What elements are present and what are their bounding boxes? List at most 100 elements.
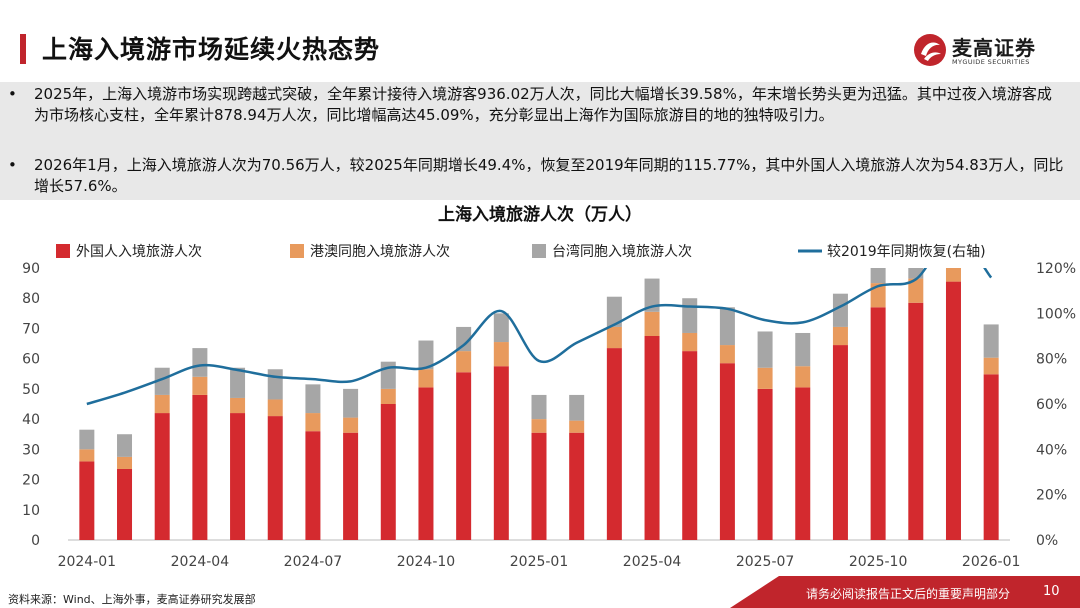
data-source: 资料来源：Wind、上海外事，麦高证券研究发展部 — [8, 593, 256, 606]
bar-segment — [795, 387, 811, 540]
bar-segment — [418, 369, 434, 388]
legend-label: 较2019年同期恢复(右轴) — [827, 243, 986, 260]
summary-bullet-2: 2026年1月，上海入境旅游人次为70.56万人，较2025年同期增长49.4%… — [34, 156, 1064, 195]
bar-segment — [531, 419, 547, 433]
y-tick-label: 10 — [22, 503, 40, 519]
x-tick-label: 2024-04 — [171, 554, 230, 570]
title-accent-bar — [20, 34, 26, 64]
y-tick-label: 20 — [22, 473, 40, 489]
bar-segment — [117, 456, 133, 469]
bar-segment — [267, 416, 283, 540]
bar-segment — [644, 311, 660, 336]
x-tick-label: 2025-04 — [623, 554, 682, 570]
x-tick-label: 2024-01 — [58, 554, 117, 570]
bar-segment — [305, 384, 321, 414]
bullet-marker: • — [8, 156, 17, 174]
bar-segment — [117, 434, 133, 457]
legend-swatch — [56, 244, 70, 258]
bar-segment — [832, 326, 848, 346]
bar-segment — [983, 324, 999, 358]
bar-segment — [531, 394, 547, 420]
bar-segment — [493, 342, 509, 367]
page-title: 上海入境游市场延续火热态势 — [42, 35, 381, 64]
y2-tick-label: 20% — [1036, 488, 1067, 504]
y2-tick-label: 60% — [1036, 397, 1067, 413]
bar-segment — [192, 348, 208, 377]
bar-segment — [456, 351, 472, 373]
brand-logo: 麦高证券 MYGUIDE SECURITIES — [912, 30, 1062, 74]
bar-segment — [983, 374, 999, 540]
bar-segment — [757, 367, 773, 389]
y2-tick-label: 80% — [1036, 352, 1067, 368]
bar-segment — [456, 326, 472, 352]
bar-segment — [870, 268, 886, 284]
legend-label: 港澳同胞入境旅游人次 — [310, 244, 450, 260]
summary-bullet-1: 2025年，上海入境游市场实现跨越式突破，全年累计接待入境游客936.02万人次… — [34, 85, 1052, 124]
bar-segment — [192, 394, 208, 540]
bar-segment — [832, 345, 848, 540]
bar-segment — [343, 417, 359, 433]
y2-tick-label: 0% — [1036, 533, 1058, 549]
bar-segment — [606, 296, 622, 327]
legend-swatch — [290, 244, 304, 258]
bar-segment — [682, 351, 698, 540]
bar-segment — [79, 449, 95, 462]
bar-segment — [380, 404, 396, 540]
bar-segment — [795, 366, 811, 388]
y2-tick-label: 100% — [1036, 306, 1076, 322]
bar-segment — [569, 394, 585, 421]
bar-segment — [682, 332, 698, 352]
legend-label: 台湾同胞入境旅游人次 — [552, 243, 692, 260]
recovery-line — [86, 268, 993, 406]
stacked-bar-line-chart: 上海入境旅游人次（万人） 外国人入境旅游人次 港澳同胞入境旅游人次 台湾同胞入境旅游人… — [22, 204, 1076, 570]
bar-segment — [908, 302, 924, 540]
y-tick-label: 30 — [22, 442, 40, 458]
y-tick-label: 60 — [22, 352, 40, 368]
bar-segment — [569, 432, 585, 540]
bar-segment — [531, 432, 547, 540]
logo-mark-icon — [914, 34, 946, 66]
logo-name: 麦高证券 — [952, 36, 1036, 60]
bar-segment — [305, 413, 321, 432]
x-tick-label: 2025-01 — [510, 554, 569, 570]
y-tick-label: 80 — [22, 291, 40, 307]
bar-segment — [945, 281, 961, 540]
x-tick-label: 2024-07 — [284, 554, 343, 570]
y2-tick-label: 40% — [1036, 442, 1067, 458]
bar-segment — [719, 345, 735, 364]
bar-segment — [192, 376, 208, 395]
bar-segment — [456, 372, 472, 540]
bar-segment — [305, 431, 321, 540]
bar-segment — [154, 367, 170, 395]
x-tick-label: 2025-10 — [849, 554, 908, 570]
bar-segment — [117, 468, 133, 540]
bar-segment — [267, 399, 283, 417]
bar-segment — [983, 357, 999, 375]
bar-segment — [757, 331, 773, 368]
bar-segment — [719, 363, 735, 540]
legend-swatch — [532, 244, 546, 258]
bar-segment — [79, 429, 95, 450]
y-tick-label: 0 — [31, 533, 40, 549]
bar-segment — [418, 387, 434, 540]
x-tick-label: 2024-10 — [397, 554, 456, 570]
page-number: 10 — [1043, 584, 1060, 599]
bar-segment — [154, 394, 170, 414]
y2-tick-label: 120% — [1036, 261, 1076, 277]
bar-segment — [644, 336, 660, 540]
footer-banner — [730, 576, 1080, 608]
bar-segment — [606, 326, 622, 349]
bar-segment — [945, 268, 961, 282]
x-tick-label: 2026-01 — [962, 554, 1021, 570]
bars-group — [79, 268, 999, 540]
bar-segment — [606, 348, 622, 540]
bullet-marker: • — [8, 85, 17, 103]
bar-segment — [908, 278, 924, 303]
bar-segment — [795, 332, 811, 367]
bar-segment — [343, 388, 359, 418]
x-tick-label: 2025-07 — [736, 554, 795, 570]
bar-segment — [870, 283, 886, 308]
bar-segment — [832, 293, 848, 327]
bar-segment — [154, 413, 170, 540]
bar-segment — [908, 268, 924, 279]
